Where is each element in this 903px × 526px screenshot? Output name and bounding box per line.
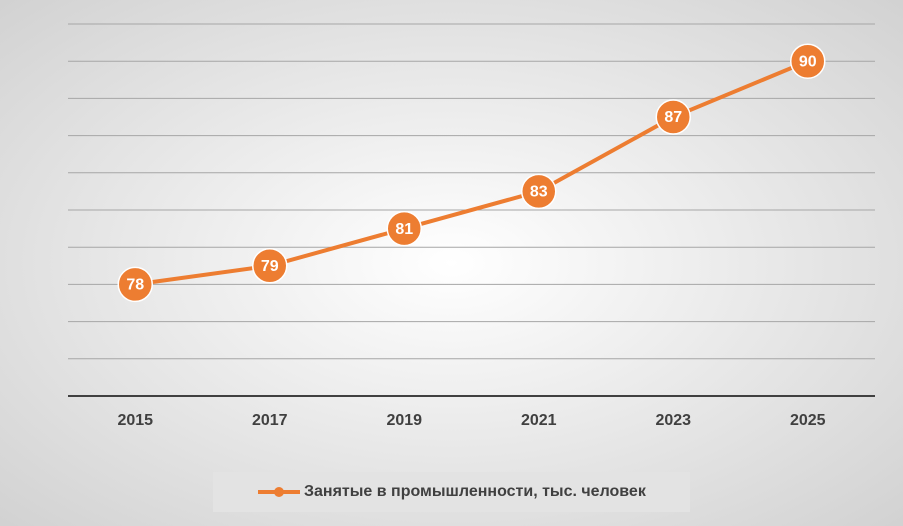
x-tick-label: 2023 bbox=[655, 412, 691, 429]
data-label: 83 bbox=[530, 184, 548, 201]
data-point bbox=[655, 99, 691, 135]
data-label: 81 bbox=[395, 221, 413, 238]
data-label: 78 bbox=[126, 277, 144, 294]
data-point bbox=[790, 43, 826, 79]
data-point bbox=[386, 210, 422, 247]
data-point bbox=[117, 266, 153, 303]
data-label: 79 bbox=[261, 258, 279, 275]
data-point bbox=[252, 248, 288, 284]
series-line bbox=[134, 59, 809, 287]
x-tick-label: 2025 bbox=[790, 412, 826, 429]
x-tick-label: 2015 bbox=[117, 412, 153, 429]
x-tick-label: 2017 bbox=[252, 412, 288, 429]
data-point bbox=[521, 173, 557, 210]
x-tick-label: 2019 bbox=[386, 412, 422, 429]
data-label: 90 bbox=[799, 53, 817, 70]
legend-label: Занятые в промышленности, тыс. человек bbox=[304, 483, 647, 500]
x-tick-label: 2021 bbox=[521, 412, 557, 429]
legend-marker bbox=[274, 487, 284, 497]
data-label: 87 bbox=[664, 109, 682, 126]
